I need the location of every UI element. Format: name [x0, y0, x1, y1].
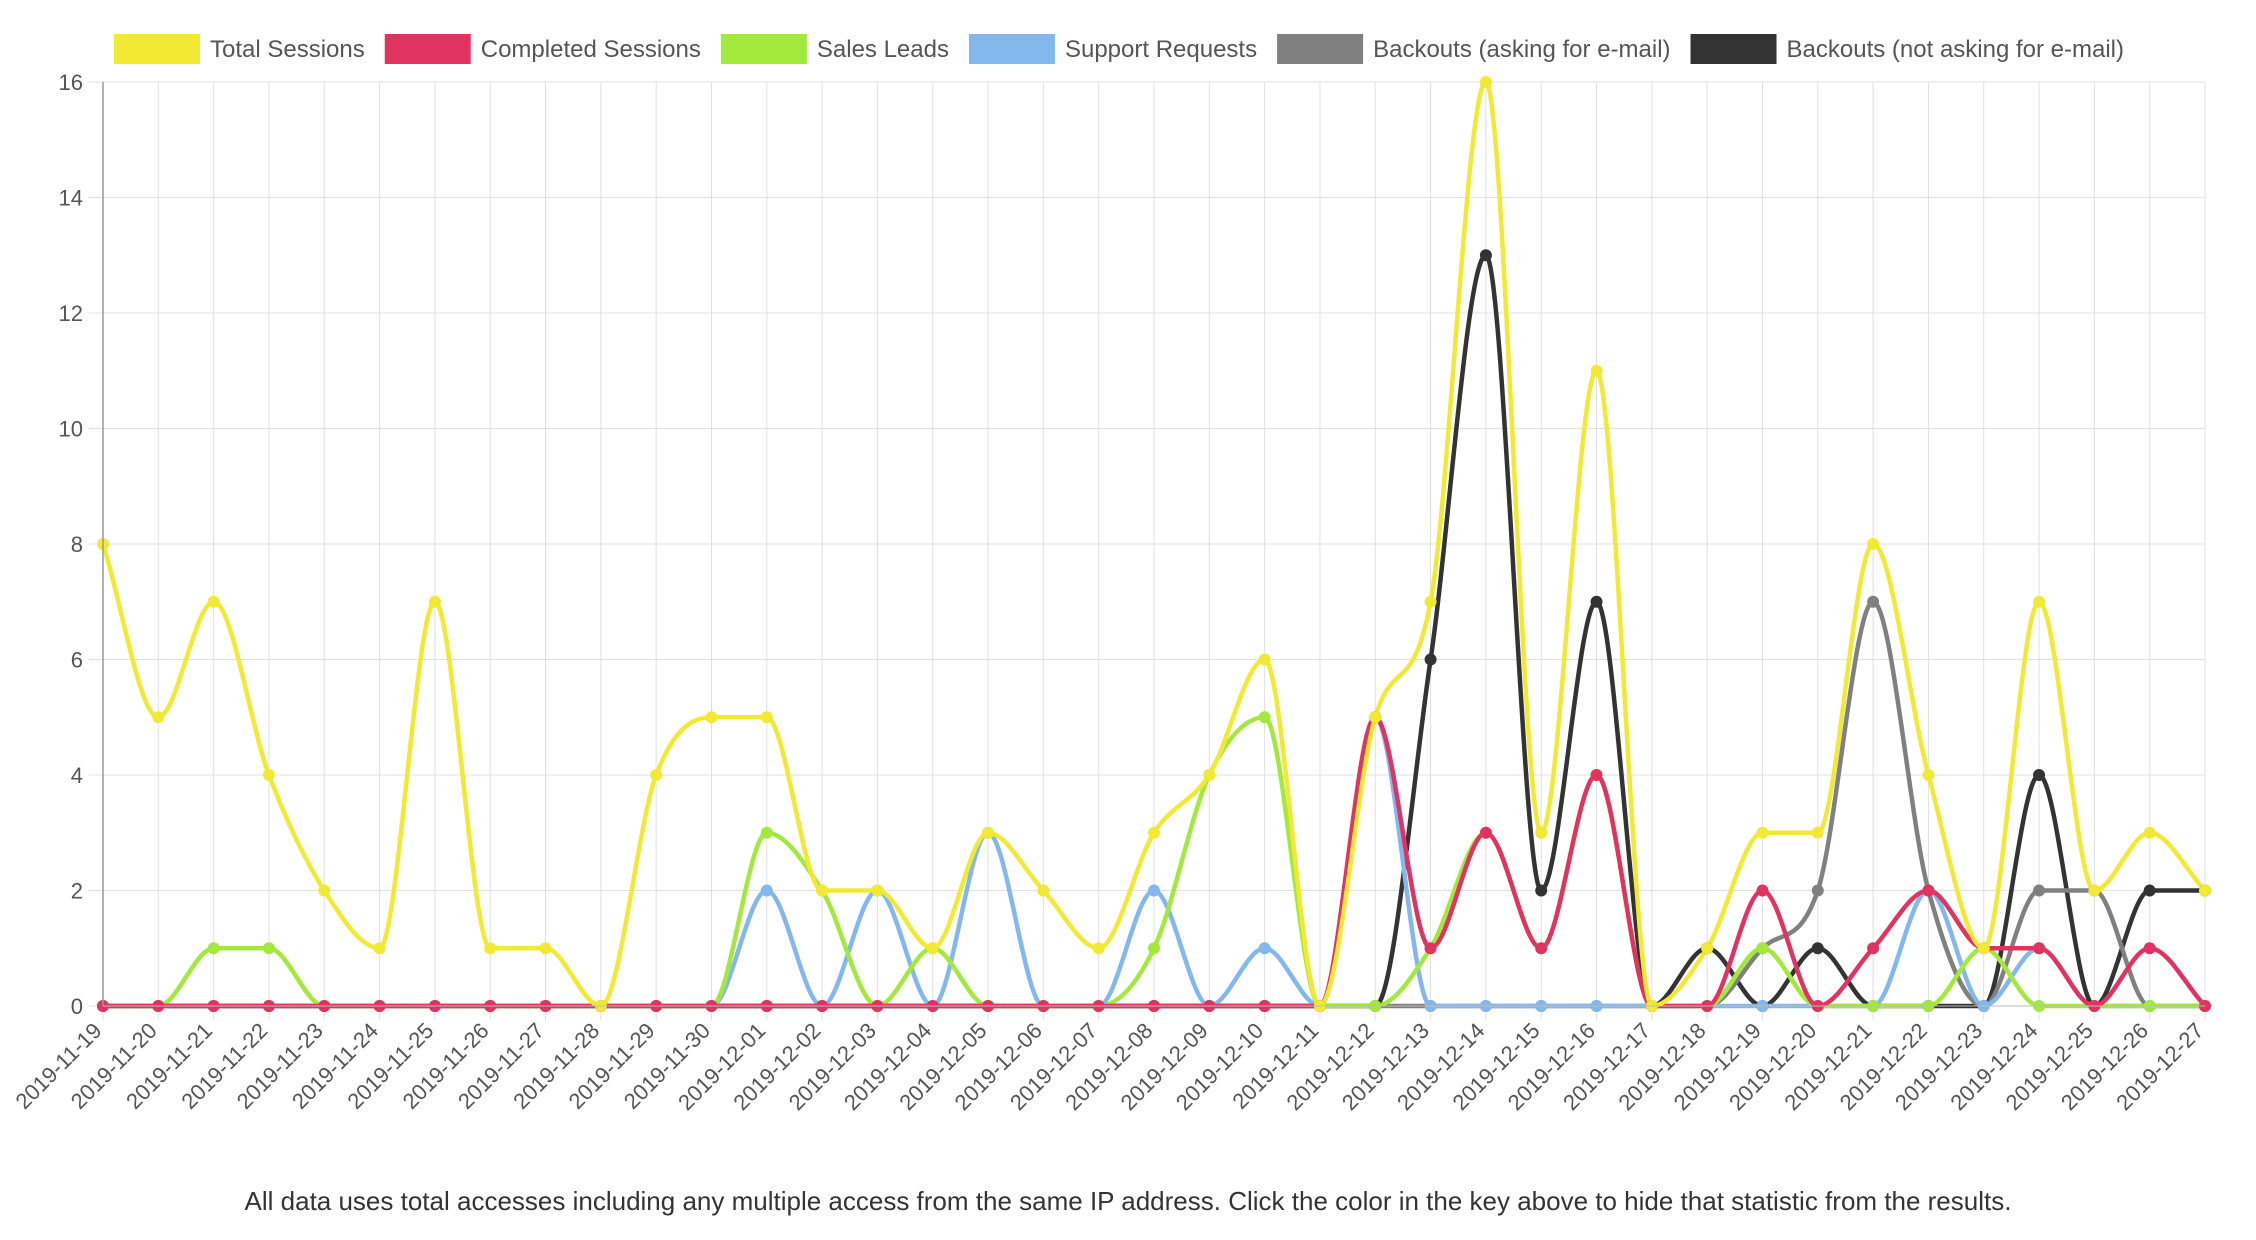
- legend-item-completed-sessions[interactable]: Completed Sessions: [384, 34, 701, 64]
- data-point[interactable]: [816, 884, 829, 897]
- legend-swatch[interactable]: [968, 34, 1055, 64]
- y-tick-label: 16: [59, 70, 83, 95]
- series-line-total-sessions: [100, 79, 2208, 1009]
- data-point[interactable]: [1867, 538, 1880, 550]
- data-point[interactable]: [650, 769, 663, 781]
- legend-item-sales-leads[interactable]: Sales Leads: [720, 34, 949, 64]
- data-point[interactable]: [1922, 884, 1935, 897]
- data-point[interactable]: [262, 769, 275, 781]
- data-point[interactable]: [1092, 942, 1105, 955]
- data-point[interactable]: [2088, 884, 2101, 897]
- legend-label[interactable]: Backouts (not asking for e-mail): [1787, 36, 2124, 63]
- data-point[interactable]: [2033, 595, 2046, 608]
- legend-swatch[interactable]: [1690, 34, 1777, 64]
- data-point[interactable]: [1479, 76, 1492, 88]
- y-tick-label: 12: [59, 301, 83, 326]
- legend-label[interactable]: Support Requests: [1065, 36, 1257, 63]
- grid: [89, 81, 2206, 1020]
- y-tick-label: 0: [71, 994, 83, 1019]
- y-tick-label: 6: [71, 648, 83, 673]
- data-point[interactable]: [2143, 826, 2156, 839]
- data-point[interactable]: [1424, 653, 1437, 666]
- data-point[interactable]: [760, 884, 773, 897]
- data-point[interactable]: [2143, 942, 2156, 955]
- legend-label[interactable]: Sales Leads: [817, 36, 949, 63]
- series-total-sessions: [100, 79, 2208, 1009]
- legend-swatch[interactable]: [1277, 34, 1364, 64]
- data-point[interactable]: [1479, 826, 1492, 839]
- data-point[interactable]: [1535, 884, 1548, 897]
- data-point[interactable]: [539, 942, 552, 955]
- data-point[interactable]: [1756, 826, 1769, 839]
- data-point[interactable]: [1811, 884, 1824, 897]
- data-point[interactable]: [705, 711, 718, 724]
- legend-item-backouts-asking-for-e-mail[interactable]: Backouts (asking for e-mail): [1277, 34, 1671, 64]
- data-point[interactable]: [1148, 942, 1160, 955]
- legend-swatch[interactable]: [114, 34, 200, 64]
- data-point[interactable]: [373, 942, 386, 955]
- legend-swatch[interactable]: [384, 34, 471, 64]
- data-point[interactable]: [1811, 826, 1824, 839]
- y-tick-label: 10: [59, 417, 83, 442]
- legend: Total Sessions Completed Sessions Sales Le…: [114, 34, 2124, 64]
- data-point[interactable]: [207, 595, 220, 608]
- legend-label[interactable]: Total Sessions: [210, 36, 365, 63]
- data-point[interactable]: [2033, 884, 2046, 897]
- legend-label[interactable]: Backouts (asking for e-mail): [1373, 36, 1670, 63]
- data-point[interactable]: [1977, 942, 1990, 955]
- data-point[interactable]: [1756, 942, 1769, 955]
- data-point[interactable]: [1258, 653, 1271, 666]
- data-point[interactable]: [1203, 769, 1216, 781]
- data-point[interactable]: [2199, 884, 2211, 897]
- data-point[interactable]: [1148, 884, 1160, 897]
- data-point[interactable]: [1535, 942, 1548, 955]
- y-tick-label: 2: [71, 879, 83, 904]
- legend-swatch[interactable]: [720, 34, 807, 64]
- data-point[interactable]: [1867, 595, 1880, 608]
- data-point[interactable]: [982, 826, 995, 839]
- data-point[interactable]: [2143, 884, 2156, 897]
- data-point[interactable]: [484, 942, 497, 955]
- data-point[interactable]: [1922, 769, 1935, 781]
- data-point[interactable]: [1148, 826, 1160, 839]
- data-point[interactable]: [871, 884, 884, 897]
- data-point[interactable]: [1701, 942, 1714, 955]
- data-point[interactable]: [1369, 711, 1382, 724]
- line-chart: 02468101214162019-11-192019-11-202019-11…: [10, 34, 2211, 1115]
- data-point[interactable]: [1590, 595, 1603, 608]
- legend-item-backouts-not-asking-for-e-mail[interactable]: Backouts (not asking for e-mail): [1690, 34, 2124, 64]
- data-point[interactable]: [152, 711, 165, 724]
- y-tick-label: 8: [71, 532, 83, 557]
- data-point[interactable]: [926, 942, 939, 955]
- data-point[interactable]: [1424, 595, 1437, 608]
- y-tick-label: 4: [71, 763, 83, 788]
- chart-container: 0 2 4 6 8 10 12 14 16 2019-11-19 2019-11-20 2019-11…: [10, 34, 2211, 1115]
- data-point[interactable]: [1479, 249, 1492, 262]
- data-point[interactable]: [2033, 769, 2046, 781]
- footnote: All data uses total accesses including a…: [244, 1186, 2012, 1216]
- data-point[interactable]: [1037, 884, 1050, 897]
- data-point[interactable]: [1811, 942, 1824, 955]
- legend-item-support-requests[interactable]: Support Requests: [968, 34, 1257, 64]
- legend-label[interactable]: Completed Sessions: [481, 36, 701, 63]
- data-point[interactable]: [2033, 942, 2046, 955]
- data-point[interactable]: [207, 942, 220, 955]
- data-point[interactable]: [1424, 942, 1437, 955]
- data-point[interactable]: [1258, 942, 1271, 955]
- data-point[interactable]: [760, 826, 773, 839]
- data-point[interactable]: [318, 884, 331, 897]
- axes: 02468101214162019-11-192019-11-202019-11…: [10, 70, 2208, 1115]
- data-point[interactable]: [760, 711, 773, 724]
- data-point[interactable]: [1590, 364, 1603, 377]
- data-point[interactable]: [1756, 884, 1769, 897]
- data-point[interactable]: [1258, 711, 1271, 724]
- data-point[interactable]: [1590, 769, 1603, 781]
- legend-item-total-sessions[interactable]: Total Sessions: [114, 34, 365, 64]
- y-tick-label: 14: [59, 186, 83, 211]
- data-point[interactable]: [262, 942, 275, 955]
- data-point[interactable]: [428, 595, 441, 608]
- data-point[interactable]: [1535, 826, 1548, 839]
- data-point[interactable]: [1867, 942, 1880, 955]
